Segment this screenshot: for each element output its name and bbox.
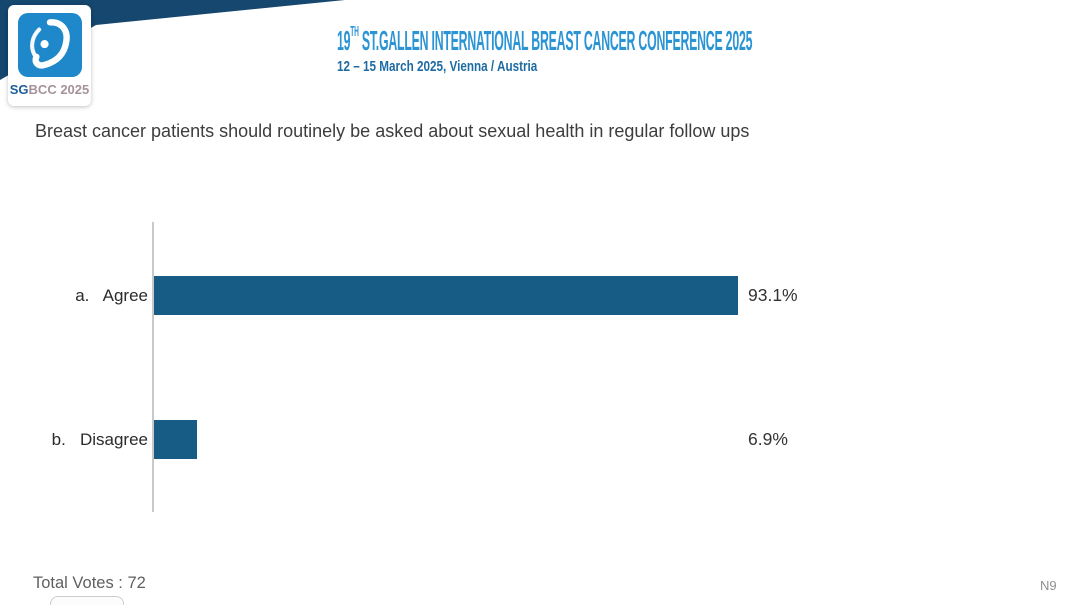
bar-label-disagree: b. Disagree [51,430,148,449]
bar-value-disagree: 6.9% [748,429,788,449]
bar-label-agree: a. Agree [75,286,148,305]
breast-drop-icon [29,19,70,69]
title-rest: ST.GALLEN INTERNATIONAL BREAST CANCER CO… [358,25,753,56]
conference-date-location: 12 – 15 March 2025, Vienna / Austria [337,58,538,76]
total-votes: Total Votes : 72 [33,574,146,592]
logo-text-sg: SG [9,82,29,97]
logo-square [17,13,82,77]
bar-value-agree: 93.1% [748,285,798,305]
slide-code: N9 [1040,578,1057,593]
conference-logo: SGBCC 2025 [8,5,91,106]
header: 19TH ST.GALLEN INTERNATIONAL BREAST CANC… [337,23,1080,76]
title-ordinal: TH [350,23,359,40]
poll-question: Breast cancer patients should routinely … [35,121,750,141]
conference-title: 19TH ST.GALLEN INTERNATIONAL BREAST CANC… [337,23,753,57]
partial-bottom-button[interactable] [50,596,124,605]
logo-text-rest: BCC 2025 [28,82,90,97]
bar-disagree [154,420,198,459]
title-number: 19 [337,25,351,56]
chart-axis-line [152,222,154,512]
logo-wordmark: SGBCC 2025 [8,82,91,97]
bar-agree [154,276,738,315]
